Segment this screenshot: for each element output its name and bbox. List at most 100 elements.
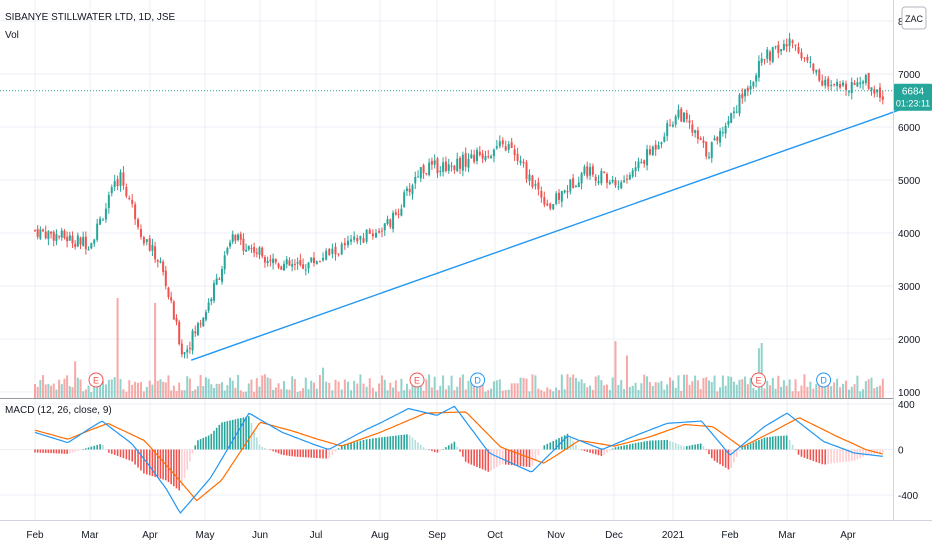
macd-histogram-bar <box>108 449 110 453</box>
volume-bar <box>261 375 264 398</box>
candle-body <box>139 229 142 237</box>
macd-histogram-bar <box>800 449 803 457</box>
macd-histogram-bar <box>116 449 119 457</box>
candle-body <box>142 237 145 244</box>
macd-histogram-bar <box>162 449 164 480</box>
candle-body <box>408 188 411 193</box>
volume-bar <box>625 355 628 398</box>
candle-body <box>724 125 727 134</box>
candle-body <box>383 223 386 231</box>
symbol-badge[interactable]: ZAC <box>901 6 927 30</box>
volume-bar <box>713 375 716 398</box>
macd-histogram-bar <box>516 449 519 466</box>
candle-body <box>537 182 540 190</box>
candle-body <box>528 174 531 181</box>
candle-body <box>55 234 58 242</box>
candle-body <box>312 257 315 264</box>
candle-body <box>525 162 528 179</box>
candle-body <box>856 82 859 87</box>
volume-bar <box>44 384 47 398</box>
macd-histogram-bar <box>439 449 442 451</box>
price-tick-label: 5000 <box>898 176 921 187</box>
volume-bar <box>116 298 119 398</box>
volume-bar <box>229 377 232 398</box>
candle-body <box>63 230 66 239</box>
candle-body <box>464 153 467 167</box>
time-tick-label: Oct <box>487 530 503 541</box>
event-marker[interactable]: D <box>470 372 486 388</box>
volume-bar <box>853 384 856 398</box>
candle-body <box>580 173 583 184</box>
volume-bar <box>881 378 884 398</box>
event-marker[interactable]: E <box>88 372 104 388</box>
candle-body <box>247 246 250 250</box>
candle-body <box>405 188 408 192</box>
volume-bar <box>71 387 74 398</box>
candle-body <box>239 234 242 240</box>
candle-body <box>625 178 628 180</box>
volume-bar <box>266 377 269 398</box>
volume-bar <box>456 386 459 398</box>
volume-label: Vol <box>5 30 19 41</box>
volume-bar <box>359 374 362 398</box>
macd-histogram-bar <box>331 449 334 455</box>
candle-body <box>272 258 275 264</box>
macd-histogram-bar <box>296 449 299 457</box>
macd-histogram-bar <box>879 449 881 453</box>
macd-histogram-bar <box>680 445 683 450</box>
candle-body <box>269 259 272 262</box>
macd-histogram-bar <box>128 449 131 461</box>
volume-bar <box>343 379 346 398</box>
candle-body <box>546 203 549 206</box>
macd-histogram-bar <box>362 439 365 450</box>
macd-histogram-bar <box>173 449 175 487</box>
event-marker[interactable]: D <box>816 372 832 388</box>
volume-bar <box>492 381 495 398</box>
volume-bar <box>60 384 63 398</box>
macd-signal-line <box>34 411 883 502</box>
event-marker[interactable]: E <box>751 372 766 388</box>
event-marker[interactable]: E <box>409 372 425 388</box>
volume-bar <box>634 382 637 398</box>
candle-body <box>266 261 269 264</box>
symbol-badge-text: ZAC <box>905 14 924 24</box>
macd-axis[interactable]: 400 0 -400 <box>898 400 918 502</box>
macd-histogram-bar <box>223 421 226 450</box>
macd-histogram-bar <box>865 449 867 456</box>
candle-body <box>540 190 543 198</box>
volume-bar <box>151 384 154 398</box>
macd-histogram-bar <box>344 444 346 450</box>
volume-bar <box>800 385 803 398</box>
macd-histogram-bar <box>378 437 380 450</box>
candle-body <box>600 170 603 184</box>
macd-histogram-bar <box>456 446 459 450</box>
macd-histogram-bar <box>730 449 732 469</box>
candle-body <box>836 81 839 87</box>
volume-bar <box>591 389 594 398</box>
macd-histogram-bar <box>738 449 741 452</box>
volume-bar <box>651 386 654 398</box>
candle-body <box>436 158 439 174</box>
macd-histogram-bar <box>272 449 274 452</box>
volume-bar <box>696 380 699 398</box>
volume-bar <box>763 388 766 398</box>
volume-bar <box>688 384 691 398</box>
trendline[interactable] <box>191 99 927 361</box>
macd-histogram-bar <box>305 449 307 458</box>
candle-body <box>274 259 277 263</box>
volume-bar <box>643 374 646 398</box>
macd-histogram-bar <box>876 449 878 454</box>
candle-body <box>293 263 296 265</box>
macd-histogram-bar <box>631 443 634 450</box>
volume-bar <box>365 386 368 398</box>
volume-bar <box>74 361 77 398</box>
candle-body <box>845 83 848 90</box>
macd-histogram-bar <box>411 437 414 450</box>
candle-body <box>44 231 47 239</box>
macd-histogram-bar <box>845 449 847 462</box>
volume-bar <box>186 376 189 398</box>
macd-histogram-bar <box>504 449 507 465</box>
time-axis[interactable]: Feb Mar Apr May Jun Jul Aug Sep Oct Nov Dec 2021 Feb… <box>26 530 856 541</box>
candle-body <box>417 176 420 178</box>
candle-body <box>876 89 879 93</box>
